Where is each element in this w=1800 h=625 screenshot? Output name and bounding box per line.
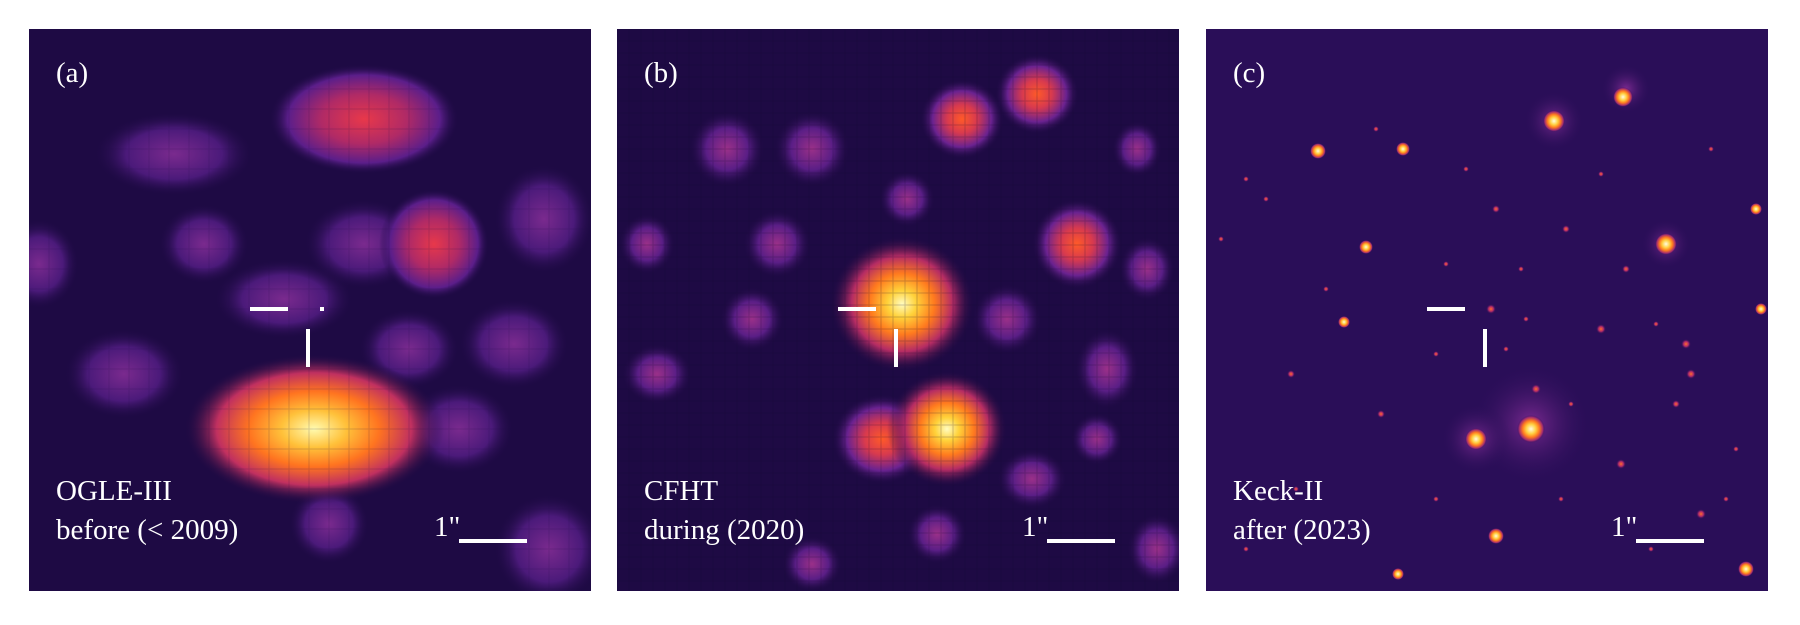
- panel-label: (c): [1233, 57, 1266, 89]
- panel-cfht: (b) CFHT during (2020) 1": [617, 29, 1179, 591]
- keck-faint-stars: [1218, 126, 1739, 552]
- caption-instrument: CFHT: [644, 475, 719, 507]
- target-marker-horizontal: [1427, 307, 1465, 311]
- scale-label: 1": [1022, 511, 1049, 543]
- scale-bar: [459, 539, 527, 543]
- caption-epoch: after (2023): [1233, 514, 1371, 546]
- keck-star-field: [1206, 29, 1768, 591]
- panel-caption: OGLE-III before (< 2009): [56, 472, 238, 550]
- panel-label: (a): [56, 57, 89, 89]
- caption-epoch: before (< 2009): [56, 514, 239, 546]
- caption-instrument: Keck-II: [1233, 475, 1324, 507]
- panel-caption: CFHT during (2020): [644, 472, 804, 550]
- target-marker-vertical: [894, 329, 898, 367]
- scale-label: 1": [434, 511, 461, 543]
- scale-bar: [1047, 539, 1115, 543]
- target-marker-horizontal: [250, 307, 288, 311]
- target-marker-vertical: [306, 329, 310, 367]
- scale-bar: [1636, 539, 1704, 543]
- panel-caption: Keck-II after (2023): [1233, 472, 1371, 550]
- target-marker-horizontal: [838, 307, 876, 311]
- ogle-star-field: [29, 29, 591, 591]
- panel-label: (b): [644, 57, 678, 89]
- caption-epoch: during (2020): [644, 514, 805, 546]
- panel-ogle: (a) OGLE-III before (< 2009) 1": [29, 29, 591, 591]
- target-marker-vertical: [1483, 329, 1487, 367]
- scale-label: 1": [1611, 511, 1638, 543]
- target-marker-dot: [320, 307, 324, 311]
- panel-keck: (c) Keck-II after (2023) 1": [1206, 29, 1768, 591]
- keck-bright-stars: [1310, 87, 1767, 580]
- cfht-star-field: [617, 29, 1179, 591]
- caption-instrument: OGLE-III: [56, 475, 172, 507]
